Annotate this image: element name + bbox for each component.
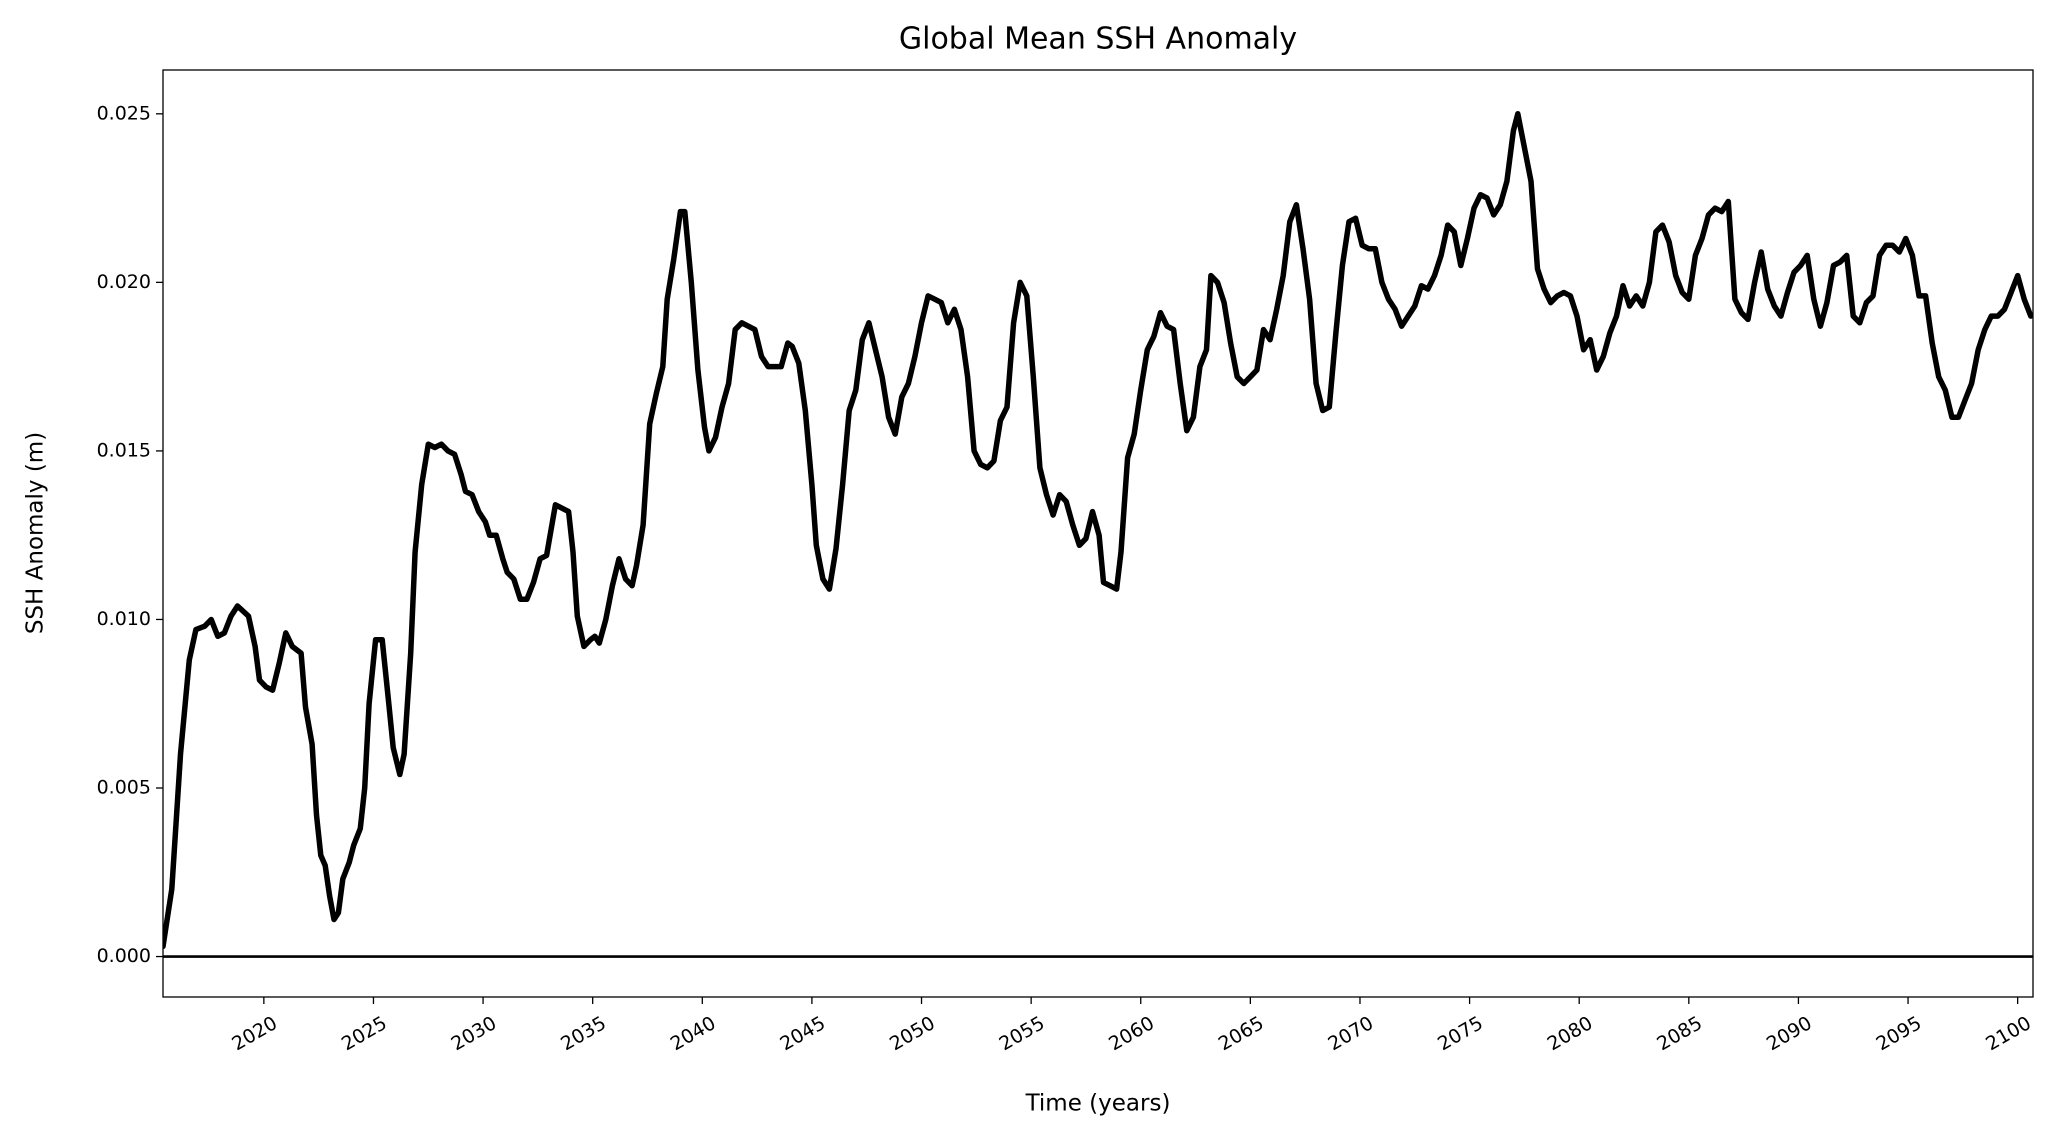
x-tick-label: 2080	[1544, 1012, 1597, 1055]
x-tick-label: 2075	[1434, 1012, 1487, 1055]
x-tick-label: 2060	[1105, 1012, 1158, 1055]
chart-title: Global Mean SSH Anomaly	[899, 22, 1297, 57]
y-tick-label: 0.005	[97, 777, 151, 799]
y-tick-label: 0.000	[97, 945, 151, 967]
x-tick-label: 2030	[447, 1012, 500, 1055]
x-tick-label: 2090	[1763, 1012, 1816, 1055]
y-tick-label: 0.020	[97, 271, 151, 293]
y-tick-label: 0.010	[97, 608, 151, 630]
x-tick-label: 2095	[1872, 1012, 1925, 1055]
x-tick-label: 2045	[776, 1012, 829, 1055]
y-tick-label: 0.015	[97, 439, 151, 461]
y-axis-label: SSH Anomaly (m)	[23, 432, 49, 634]
y-tick-label: 0.025	[97, 102, 151, 124]
x-tick-label: 2070	[1324, 1012, 1377, 1055]
x-tick-label: 2020	[228, 1012, 281, 1055]
x-tick-label: 2085	[1653, 1012, 1706, 1055]
x-axis-label: Time (years)	[1025, 1091, 1171, 1117]
x-tick-label: 2025	[338, 1012, 391, 1055]
x-tick-label: 2035	[557, 1012, 610, 1055]
x-tick-label: 2050	[886, 1012, 939, 1055]
plot-frame	[162, 69, 2034, 998]
data-line	[163, 111, 2033, 950]
x-tick-label: 2065	[1215, 1012, 1268, 1055]
x-tick-label: 2100	[1982, 1012, 2035, 1055]
x-tick-label: 2055	[996, 1012, 1049, 1055]
x-tick-label: 2040	[667, 1012, 720, 1055]
